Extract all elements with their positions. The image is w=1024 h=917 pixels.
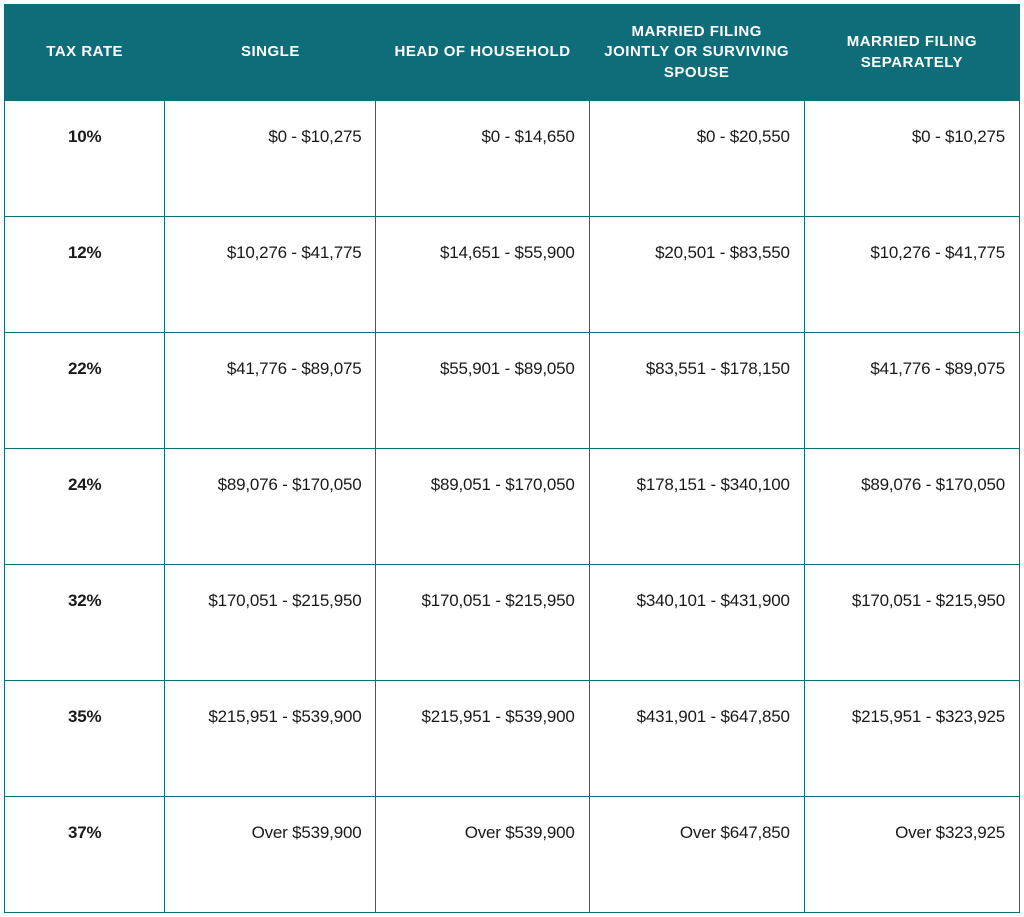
- rate-cell: 12%: [5, 217, 165, 333]
- mfs-cell: $215,951 - $323,925: [804, 681, 1019, 797]
- hoh-cell: $14,651 - $55,900: [376, 217, 589, 333]
- rate-cell: 22%: [5, 333, 165, 449]
- hoh-cell: $0 - $14,650: [376, 101, 589, 217]
- single-cell: $89,076 - $170,050: [165, 449, 376, 565]
- mfj-cell: $431,901 - $647,850: [589, 681, 804, 797]
- single-cell: $170,051 - $215,950: [165, 565, 376, 681]
- table-row: 12% $10,276 - $41,775 $14,651 - $55,900 …: [5, 217, 1020, 333]
- hoh-cell: $89,051 - $170,050: [376, 449, 589, 565]
- header-mfs: MARRIED FILING SEPARATELY: [804, 5, 1019, 101]
- mfj-cell: $340,101 - $431,900: [589, 565, 804, 681]
- hoh-cell: $170,051 - $215,950: [376, 565, 589, 681]
- header-tax-rate: TAX RATE: [5, 5, 165, 101]
- tax-brackets-table: TAX RATE SINGLE HEAD OF HOUSEHOLD MARRIE…: [4, 4, 1020, 913]
- header-single: SINGLE: [165, 5, 376, 101]
- mfs-cell: $89,076 - $170,050: [804, 449, 1019, 565]
- rate-cell: 32%: [5, 565, 165, 681]
- mfs-cell: $170,051 - $215,950: [804, 565, 1019, 681]
- mfs-cell: Over $323,925: [804, 797, 1019, 913]
- table-row: 10% $0 - $10,275 $0 - $14,650 $0 - $20,5…: [5, 101, 1020, 217]
- table-row: 35% $215,951 - $539,900 $215,951 - $539,…: [5, 681, 1020, 797]
- mfs-cell: $10,276 - $41,775: [804, 217, 1019, 333]
- rate-cell: 37%: [5, 797, 165, 913]
- single-cell: $215,951 - $539,900: [165, 681, 376, 797]
- single-cell: $10,276 - $41,775: [165, 217, 376, 333]
- mfj-cell: $178,151 - $340,100: [589, 449, 804, 565]
- table-row: 32% $170,051 - $215,950 $170,051 - $215,…: [5, 565, 1020, 681]
- table-row: 24% $89,076 - $170,050 $89,051 - $170,05…: [5, 449, 1020, 565]
- hoh-cell: $215,951 - $539,900: [376, 681, 589, 797]
- rate-cell: 10%: [5, 101, 165, 217]
- mfj-cell: $20,501 - $83,550: [589, 217, 804, 333]
- hoh-cell: Over $539,900: [376, 797, 589, 913]
- mfj-cell: $0 - $20,550: [589, 101, 804, 217]
- mfj-cell: Over $647,850: [589, 797, 804, 913]
- header-mfj: MARRIED FILING JOINTLY OR SURVIVING SPOU…: [589, 5, 804, 101]
- hoh-cell: $55,901 - $89,050: [376, 333, 589, 449]
- rate-cell: 24%: [5, 449, 165, 565]
- single-cell: $0 - $10,275: [165, 101, 376, 217]
- single-cell: Over $539,900: [165, 797, 376, 913]
- table-header-row: TAX RATE SINGLE HEAD OF HOUSEHOLD MARRIE…: [5, 5, 1020, 101]
- table-row: 37% Over $539,900 Over $539,900 Over $64…: [5, 797, 1020, 913]
- mfj-cell: $83,551 - $178,150: [589, 333, 804, 449]
- mfs-cell: $41,776 - $89,075: [804, 333, 1019, 449]
- rate-cell: 35%: [5, 681, 165, 797]
- mfs-cell: $0 - $10,275: [804, 101, 1019, 217]
- header-hoh: HEAD OF HOUSEHOLD: [376, 5, 589, 101]
- table-row: 22% $41,776 - $89,075 $55,901 - $89,050 …: [5, 333, 1020, 449]
- single-cell: $41,776 - $89,075: [165, 333, 376, 449]
